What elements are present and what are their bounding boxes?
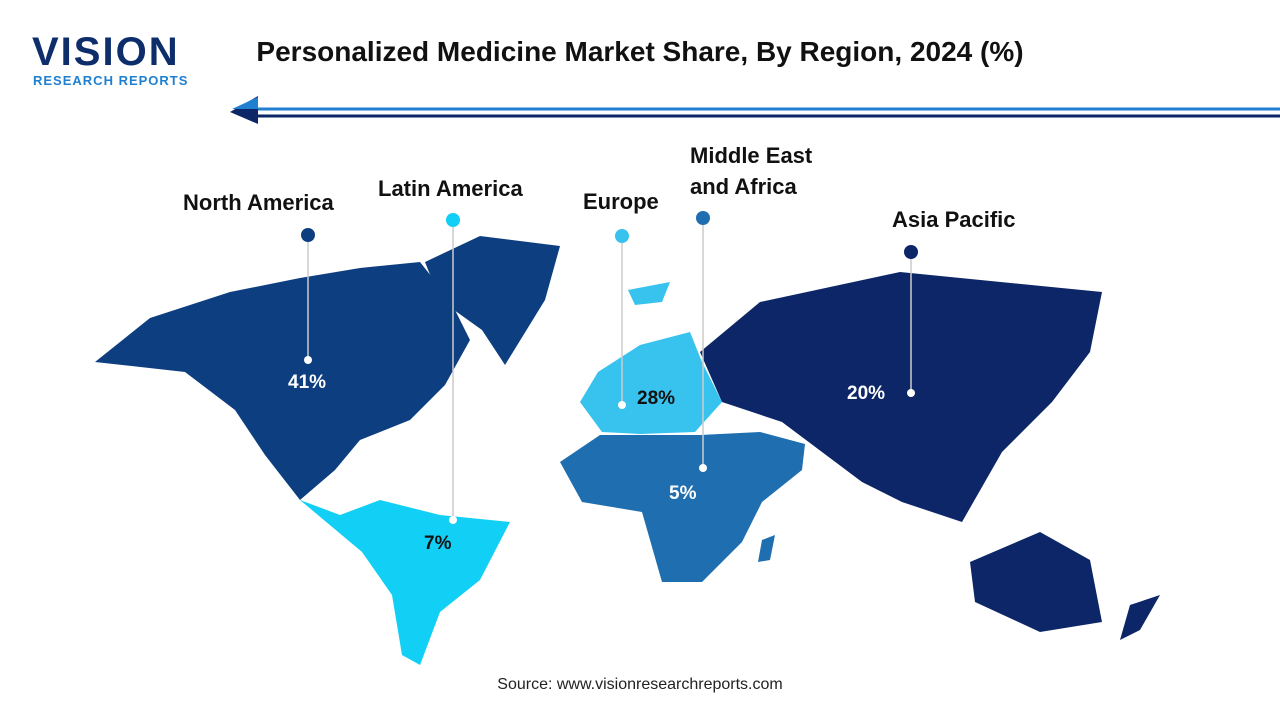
value-label: 20% [847,383,886,404]
pin-end [449,516,457,524]
pin-dot [904,245,918,259]
pin-dot [696,211,710,225]
chart-title: Personalized Medicine Market Share, By R… [256,36,1024,67]
value-label: 7% [424,533,452,554]
region-shape [758,535,775,562]
header-arrow [232,97,258,109]
value-label: 41% [288,372,327,393]
pin-end [304,356,312,364]
pin-dot [446,213,460,227]
region-label: North America [183,190,334,215]
region-shape [628,282,670,305]
region-label: Europe [583,189,659,214]
value-label: 28% [637,388,676,409]
region-shape [425,236,560,365]
region-shape [95,262,470,500]
pin-dot [615,229,629,243]
region-shape [700,272,1102,522]
pin-dot [301,228,315,242]
region-label: Middle East and Africa [690,143,813,199]
region-shape [300,500,510,665]
region-shape [560,432,805,582]
region-shape [970,532,1102,632]
source-note: Source: www.visionresearchreports.com [497,676,783,693]
value-label: 5% [669,483,697,504]
pin-end [907,389,915,397]
region-label: Latin America [378,176,523,201]
logo-name: VISION [32,30,180,74]
region-shape [580,332,722,434]
pin-end [618,401,626,409]
logo-tagline: RESEARCH REPORTS [33,73,189,88]
region-label: Asia Pacific [892,207,1016,232]
region-shape [1120,595,1160,640]
pin-end [699,464,707,472]
